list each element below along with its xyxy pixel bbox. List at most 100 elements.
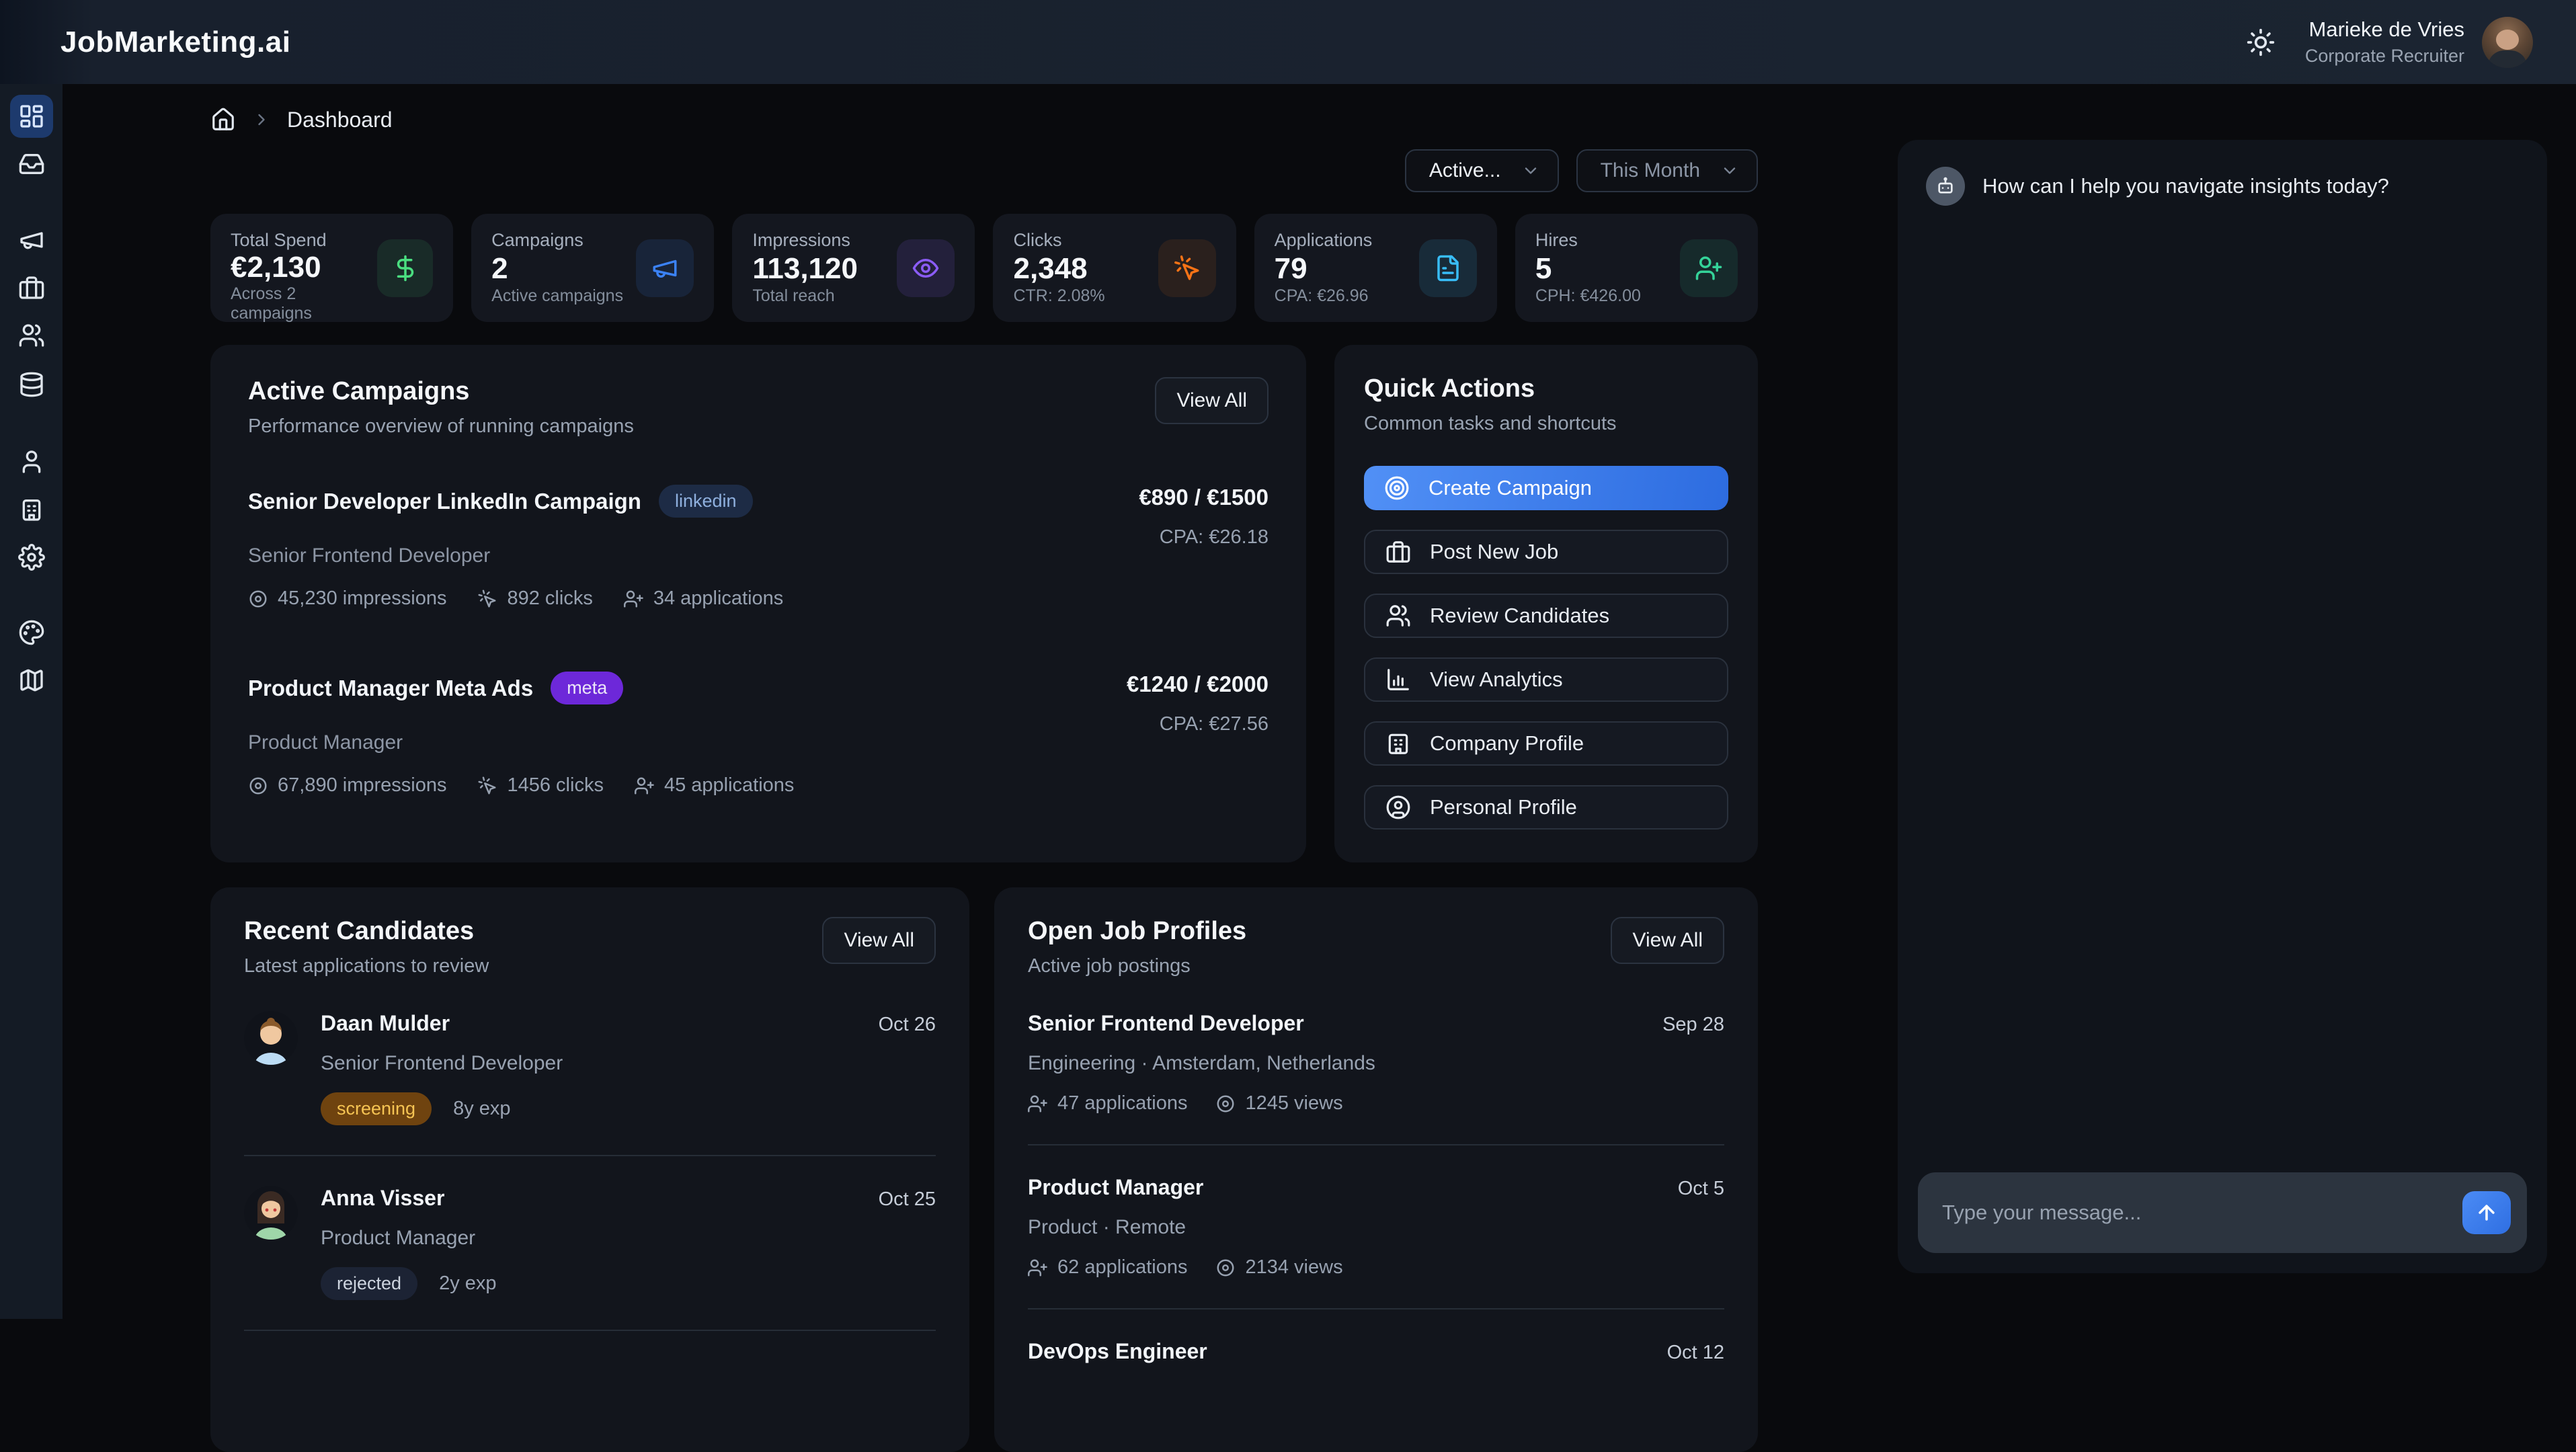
candidate-date: Oct 26 [878, 1014, 936, 1035]
building-icon [1388, 733, 1408, 754]
user-role: Corporate Recruiter [2304, 46, 2464, 66]
job-date: Oct 5 [1677, 1178, 1724, 1199]
user-plus-icon [1028, 1259, 1047, 1276]
job-title: DevOps Engineer [1028, 1339, 1207, 1363]
campaign-cpa: CPA: €27.56 [1159, 713, 1269, 735]
status-filter-select[interactable]: Active... [1404, 149, 1559, 192]
divider [1028, 1308, 1724, 1309]
candidate-row[interactable]: Daan Mulder Oct 26 Senior Frontend Devel… [244, 1011, 936, 1125]
sidebar-item-inbox[interactable] [18, 151, 45, 177]
stat-value: 2,348 [1013, 251, 1088, 285]
stat-card-applications: Applications 79 CPA: €26.96 [1254, 214, 1497, 322]
company-profile-button[interactable]: Company Profile [1364, 721, 1728, 766]
section-title: Quick Actions [1364, 374, 1535, 403]
job-row[interactable]: DevOps Engineer Oct 12 [1028, 1339, 1724, 1364]
quick-actions-card: Quick Actions Common tasks and shortcuts… [1334, 345, 1758, 862]
personal-profile-button[interactable]: Personal Profile [1364, 785, 1728, 830]
campaign-row[interactable]: Product Manager Meta Ads meta Product Ma… [248, 672, 1269, 797]
stat-card-campaigns: Campaigns 2 Active campaigns [471, 214, 715, 322]
quick-action-label: Review Candidates [1430, 604, 1610, 627]
user-menu[interactable]: Marieke de Vries Corporate Recruiter [2304, 16, 2533, 68]
sidebar-item-company[interactable] [18, 496, 45, 523]
quick-action-label: Company Profile [1430, 731, 1584, 755]
eye-icon [249, 590, 267, 607]
sidebar-item-appearance[interactable] [18, 619, 45, 646]
assistant-greeting: How can I help you navigate insights tod… [1982, 174, 2389, 198]
stat-label: Total Spend [231, 230, 327, 250]
sidebar-item-settings[interactable] [17, 544, 45, 571]
app-logo: JobMarketing.ai [61, 25, 291, 58]
view-all-candidates-button[interactable]: View All [822, 917, 936, 964]
stat-card-impressions: Impressions 113,120 Total reach [732, 214, 975, 322]
stat-label: Impressions [752, 230, 850, 250]
job-applications: 62 applications [1057, 1256, 1188, 1278]
stat-sub: CPH: €426.00 [1535, 286, 1641, 305]
divider [1028, 1144, 1724, 1145]
briefcase-icon [19, 276, 44, 299]
eye-icon [897, 239, 955, 297]
status-filter-value: Active... [1428, 159, 1501, 182]
theme-toggle-sun-icon[interactable] [2246, 28, 2276, 57]
job-views: 2134 views [1245, 1256, 1343, 1278]
palette-icon [19, 620, 44, 645]
campaign-row[interactable]: Senior Developer LinkedIn Campaign linke… [248, 485, 1269, 610]
job-row[interactable]: Product Manager Oct 5 Product · Remote 6… [1028, 1175, 1724, 1279]
job-meta: Engineering · Amsterdam, Netherlands [1028, 1052, 1375, 1074]
home-icon[interactable] [210, 107, 236, 132]
recent-candidates-card: Recent Candidates Latest applications to… [210, 887, 969, 1452]
stat-label: Hires [1535, 230, 1578, 250]
section-subtitle: Active job postings [1028, 955, 1191, 977]
send-button[interactable] [2462, 1191, 2511, 1234]
quick-action-label: View Analytics [1430, 668, 1563, 691]
circle-user-icon [1386, 795, 1410, 819]
sidebar [0, 84, 63, 1319]
users-icon [1386, 605, 1410, 627]
post-new-job-button[interactable]: Post New Job [1364, 530, 1728, 574]
campaign-role: Senior Frontend Developer [248, 544, 491, 567]
campaign-impressions: 67,890 impressions [278, 774, 447, 796]
create-campaign-button[interactable]: Create Campaign [1364, 466, 1728, 510]
sidebar-item-candidates[interactable] [18, 322, 45, 349]
stat-sub: CTR: 2.08% [1013, 286, 1105, 305]
stat-value: 2 [491, 251, 508, 285]
stat-label: Applications [1274, 230, 1373, 250]
bot-icon [1926, 167, 1965, 206]
view-all-jobs-button[interactable]: View All [1611, 917, 1724, 964]
candidate-name: Anna Visser [321, 1186, 445, 1210]
divider [244, 1330, 936, 1331]
job-row[interactable]: Senior Frontend Developer Sep 28 Enginee… [1028, 1011, 1724, 1115]
candidate-row[interactable]: Anna Visser Oct 25 Product Manager rejec… [244, 1186, 936, 1300]
quick-action-label: Create Campaign [1428, 476, 1592, 499]
sidebar-item-database[interactable] [18, 371, 45, 398]
platform-badge: meta [551, 672, 624, 704]
view-analytics-button[interactable]: View Analytics [1364, 657, 1728, 702]
inbox-icon [19, 154, 44, 174]
platform-badge: linkedin [658, 485, 753, 518]
sidebar-item-campaigns[interactable] [18, 227, 45, 253]
sidebar-item-dashboard[interactable] [9, 95, 53, 138]
layout-dashboard-icon [19, 105, 43, 128]
sidebar-item-jobs[interactable] [18, 274, 45, 301]
stat-card-clicks: Clicks 2,348 CTR: 2.08% [993, 214, 1236, 322]
sidebar-item-guide[interactable] [18, 667, 45, 694]
active-campaigns-card: Active Campaigns Performance overview of… [210, 345, 1306, 862]
status-badge: screening [321, 1092, 432, 1125]
sidebar-item-profile[interactable] [18, 448, 45, 475]
assistant-chat-panel: How can I help you navigate insights tod… [1898, 140, 2547, 1273]
view-all-campaigns-button[interactable]: View All [1155, 377, 1269, 424]
dollar-icon [376, 239, 434, 297]
users-icon [19, 324, 44, 347]
cursor-click-icon [478, 590, 496, 607]
stat-label: Clicks [1013, 230, 1062, 250]
chevron-down-icon [1720, 161, 1739, 180]
cursor-click-icon [1158, 239, 1216, 297]
period-filter-select[interactable]: This Month [1576, 149, 1758, 192]
database-icon [19, 372, 43, 397]
avatar[interactable] [2482, 16, 2533, 68]
user-plus-icon [623, 590, 643, 607]
review-candidates-button[interactable]: Review Candidates [1364, 594, 1728, 638]
chat-input[interactable] [1942, 1201, 2462, 1225]
target-icon [1385, 476, 1409, 500]
job-date: Oct 12 [1666, 1342, 1724, 1363]
megaphone-icon [636, 239, 694, 297]
